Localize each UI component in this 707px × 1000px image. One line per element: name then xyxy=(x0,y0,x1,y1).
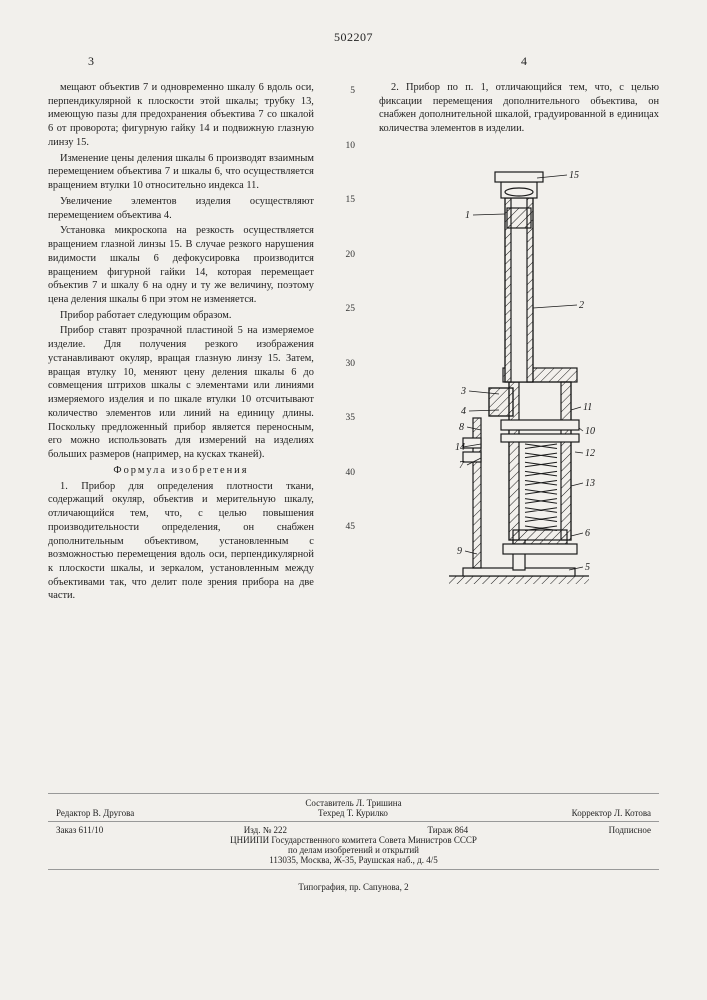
document-page: 502207 3 4 мещают объектив 7 и одновреме… xyxy=(0,0,707,1000)
line-num: 10 xyxy=(338,140,355,153)
line-number-gutter: 5 10 15 20 25 30 35 40 45 xyxy=(338,81,355,605)
svg-text:12: 12 xyxy=(585,448,595,459)
org-line-1: ЦНИИПИ Государственного комитета Совета … xyxy=(48,835,659,845)
para: Изменение цены деления шкалы 6 производя… xyxy=(48,152,314,193)
left-column: мещают объектив 7 и одновременно шкалу 6… xyxy=(48,81,314,605)
two-column-body: мещают объектив 7 и одновременно шкалу 6… xyxy=(48,81,659,605)
corrector: Корректор Л. Котова xyxy=(572,808,651,818)
colophon-block: Составитель Л. Тришина Редактор В. Друго… xyxy=(48,793,659,870)
para: Увеличение элементов изделия осуществляю… xyxy=(48,195,314,222)
order-no: Заказ 611/10 xyxy=(56,825,103,835)
device-drawing-svg: 151234814711101213695 xyxy=(419,138,619,598)
line-num: 25 xyxy=(338,303,355,316)
formula-heading: Формула изобретения xyxy=(48,464,314,478)
izd-no: Изд. № 222 xyxy=(244,825,287,835)
compiler: Составитель Л. Тришина xyxy=(48,798,659,808)
svg-text:14: 14 xyxy=(455,442,465,453)
svg-text:11: 11 xyxy=(583,402,592,413)
line-num: 20 xyxy=(338,249,355,262)
para: 2. Прибор по п. 1, отличающийся тем, что… xyxy=(379,81,659,136)
line-num: 30 xyxy=(338,358,355,371)
address: 113035, Москва, Ж-35, Раушская наб., д. … xyxy=(48,855,659,865)
subscription: Подписное xyxy=(609,825,651,835)
page-num-right: 4 xyxy=(521,54,527,69)
line-num: 5 xyxy=(338,85,355,98)
line-num: 15 xyxy=(338,194,355,207)
svg-text:6: 6 xyxy=(585,528,590,539)
typography-line: Типография, пр. Сапунова, 2 xyxy=(0,882,707,892)
page-num-left: 3 xyxy=(88,54,94,69)
para: 1. Прибор для определения плотности ткан… xyxy=(48,480,314,604)
tirage: Тираж 864 xyxy=(428,825,469,835)
svg-text:10: 10 xyxy=(585,426,595,437)
line-num: 40 xyxy=(338,467,355,480)
credits-row: Редактор В. Другова Техред Т. Курилко Ко… xyxy=(48,808,659,818)
line-num: 45 xyxy=(338,521,355,534)
svg-text:13: 13 xyxy=(585,478,595,489)
svg-text:15: 15 xyxy=(569,170,579,181)
svg-text:2: 2 xyxy=(579,300,584,311)
patent-number: 502207 xyxy=(48,30,659,45)
tech-editor: Техред Т. Курилко xyxy=(318,808,388,818)
svg-text:5: 5 xyxy=(585,562,590,573)
para: Прибор ставят прозрачной пластиной 5 на … xyxy=(48,324,314,461)
editor: Редактор В. Другова xyxy=(56,808,134,818)
para: мещают объектив 7 и одновременно шкалу 6… xyxy=(48,81,314,150)
org-line-2: по делам изобретений и открытий xyxy=(48,845,659,855)
technical-figure: 151234814711101213695 xyxy=(379,138,659,598)
para: Установка микроскопа на резкость осущест… xyxy=(48,224,314,306)
right-column: 2. Прибор по п. 1, отличающийся тем, что… xyxy=(379,81,659,605)
para: Прибор работает следующим образом. xyxy=(48,309,314,323)
svg-text:4: 4 xyxy=(461,406,466,417)
svg-text:9: 9 xyxy=(457,546,462,557)
order-row: Заказ 611/10 Изд. № 222 Тираж 864 Подпис… xyxy=(48,825,659,835)
svg-text:8: 8 xyxy=(459,422,464,433)
line-num: 35 xyxy=(338,412,355,425)
svg-text:3: 3 xyxy=(460,386,466,397)
svg-text:1: 1 xyxy=(465,210,470,221)
